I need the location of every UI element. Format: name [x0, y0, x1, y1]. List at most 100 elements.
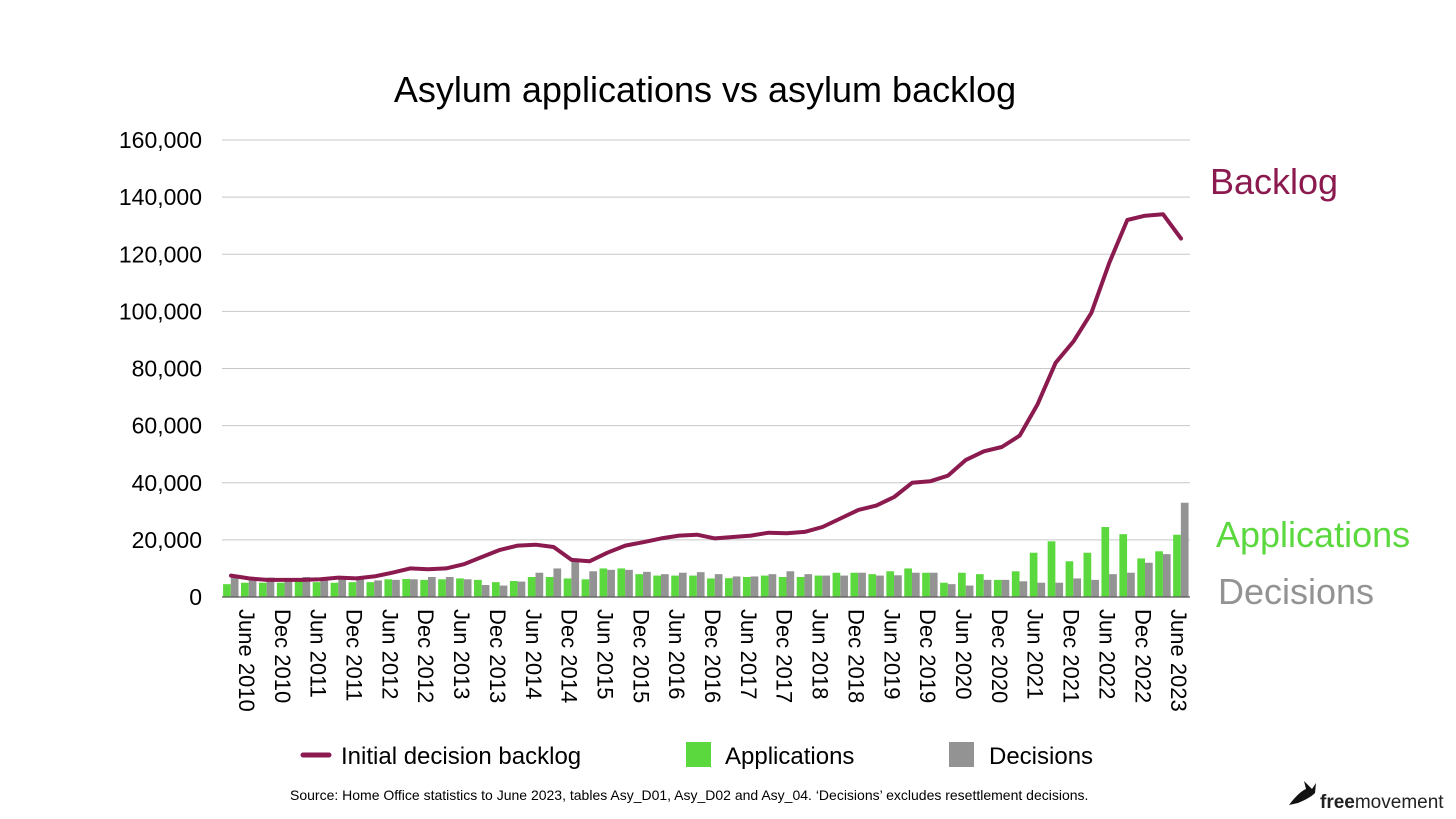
bar-decisions	[535, 572, 544, 597]
bar-decisions	[356, 579, 364, 597]
x-tick-label: Dec 2022	[1130, 609, 1155, 703]
bar-decisions	[1037, 582, 1046, 597]
legend-swatch-decisions	[949, 742, 974, 767]
x-tick-label: Dec 2010	[270, 609, 295, 703]
bar-applications	[742, 577, 751, 597]
bar-applications	[993, 579, 1002, 597]
bar-decisions	[499, 585, 508, 597]
bar-decisions	[965, 585, 974, 597]
bar-decisions	[1162, 554, 1171, 597]
bar-decisions	[983, 579, 992, 597]
bar-decisions	[625, 569, 633, 597]
side-label-decisions: Decisions	[1218, 571, 1374, 612]
x-tick-label: Jun 2015	[593, 609, 618, 700]
x-tick-label: Jun 2016	[664, 609, 689, 700]
bar-applications	[366, 582, 375, 597]
brand-suffix: movement	[1355, 792, 1444, 813]
bar-applications	[975, 574, 984, 597]
bar-applications	[1155, 551, 1163, 597]
x-tick-label: Jun 2021	[1023, 609, 1048, 700]
bar-applications	[599, 568, 608, 597]
bar-decisions	[911, 572, 920, 597]
bar-decisions	[1127, 572, 1135, 597]
bar-decisions	[607, 569, 615, 597]
bar-applications	[1083, 552, 1092, 597]
x-tick-label: Jun 2012	[377, 609, 402, 700]
bar-applications	[1029, 552, 1038, 597]
bar-decisions	[894, 575, 902, 597]
side-label-applications: Applications	[1216, 514, 1410, 555]
backlog-line-group	[229, 212, 1183, 582]
bar-decisions	[338, 577, 347, 597]
y-tick-labels: 160,000 140,000 120,000 100,000 80,000 60,000…	[119, 127, 202, 610]
bar-applications	[276, 582, 285, 597]
bar-decisions	[481, 585, 490, 597]
bar-applications	[420, 579, 428, 597]
bar-decisions	[768, 574, 777, 597]
x-tick-label: Dec 2015	[628, 609, 653, 703]
y-tick-label: 60,000	[132, 413, 202, 439]
bar-applications	[922, 572, 930, 597]
bar-applications	[1137, 558, 1146, 597]
bar-applications	[294, 581, 303, 597]
bar-decisions	[804, 574, 813, 597]
bar-applications	[778, 577, 787, 597]
bar-applications	[509, 581, 518, 597]
bar-applications	[581, 579, 590, 597]
bar-decisions	[284, 578, 293, 597]
bar-decisions	[1180, 502, 1189, 597]
y-tick-label: 100,000	[119, 298, 202, 324]
bar-applications	[1047, 541, 1056, 597]
bar-applications	[760, 575, 769, 597]
bar-applications	[653, 575, 662, 597]
backlog-line	[229, 212, 1183, 582]
bar-applications	[491, 582, 500, 597]
x-tick-label: Jun 2013	[449, 609, 474, 700]
bar-applications	[671, 575, 679, 597]
bar-applications	[832, 572, 841, 597]
x-tick-label: Dec 2021	[1059, 609, 1084, 703]
brand-wordmark: freemovement	[1320, 792, 1444, 813]
bar-applications	[689, 575, 697, 597]
bar-decisions	[1019, 581, 1028, 597]
x-tick-label: Jun 2011	[306, 609, 331, 698]
bar-decisions	[1001, 579, 1010, 597]
bar-applications	[1101, 527, 1110, 597]
brand-prefix: free	[1320, 792, 1355, 813]
x-tick-label: Dec 2017	[772, 609, 797, 703]
side-labels: Backlog Applications Decisions	[1210, 161, 1410, 612]
bar-applications	[438, 579, 446, 597]
bar-decisions	[696, 572, 705, 597]
bar-applications	[1173, 534, 1181, 597]
bar-decisions	[929, 572, 938, 597]
x-tick-label: Dec 2019	[915, 609, 940, 703]
x-tick-labels: June 2010 Dec 2010 Jun 2011 Dec 2011 Jun 201…	[234, 609, 1191, 712]
x-tick-label: Jun 2022	[1094, 609, 1119, 700]
bar-decisions	[302, 577, 311, 597]
bar-applications	[796, 577, 805, 597]
x-tick-label: Dec 2011	[342, 609, 367, 702]
bar-decisions	[392, 579, 400, 597]
bar-applications	[958, 572, 966, 597]
y-tick-label: 20,000	[132, 527, 202, 553]
y-tick-label: 160,000	[119, 127, 202, 153]
bar-applications	[725, 578, 733, 597]
bar-decisions	[750, 576, 759, 597]
bar-decisions	[320, 577, 329, 597]
bar-decisions	[553, 568, 562, 597]
chart-title: Asylum applications vs asylum backlog	[394, 69, 1016, 110]
bar-applications	[241, 582, 249, 597]
x-tick-label: Dec 2018	[843, 609, 868, 703]
bar-decisions	[571, 559, 580, 597]
bar-applications	[545, 577, 554, 597]
bar-applications	[348, 582, 357, 597]
x-tick-label: June 2010	[234, 609, 259, 712]
bar-decisions	[427, 577, 436, 597]
bar-applications	[474, 579, 482, 597]
bird-icon	[1289, 781, 1316, 805]
bar-decisions	[463, 579, 472, 597]
bar-applications	[814, 575, 823, 597]
bar-decisions	[374, 580, 382, 597]
bar-applications	[904, 568, 912, 597]
bar-decisions	[947, 584, 956, 597]
